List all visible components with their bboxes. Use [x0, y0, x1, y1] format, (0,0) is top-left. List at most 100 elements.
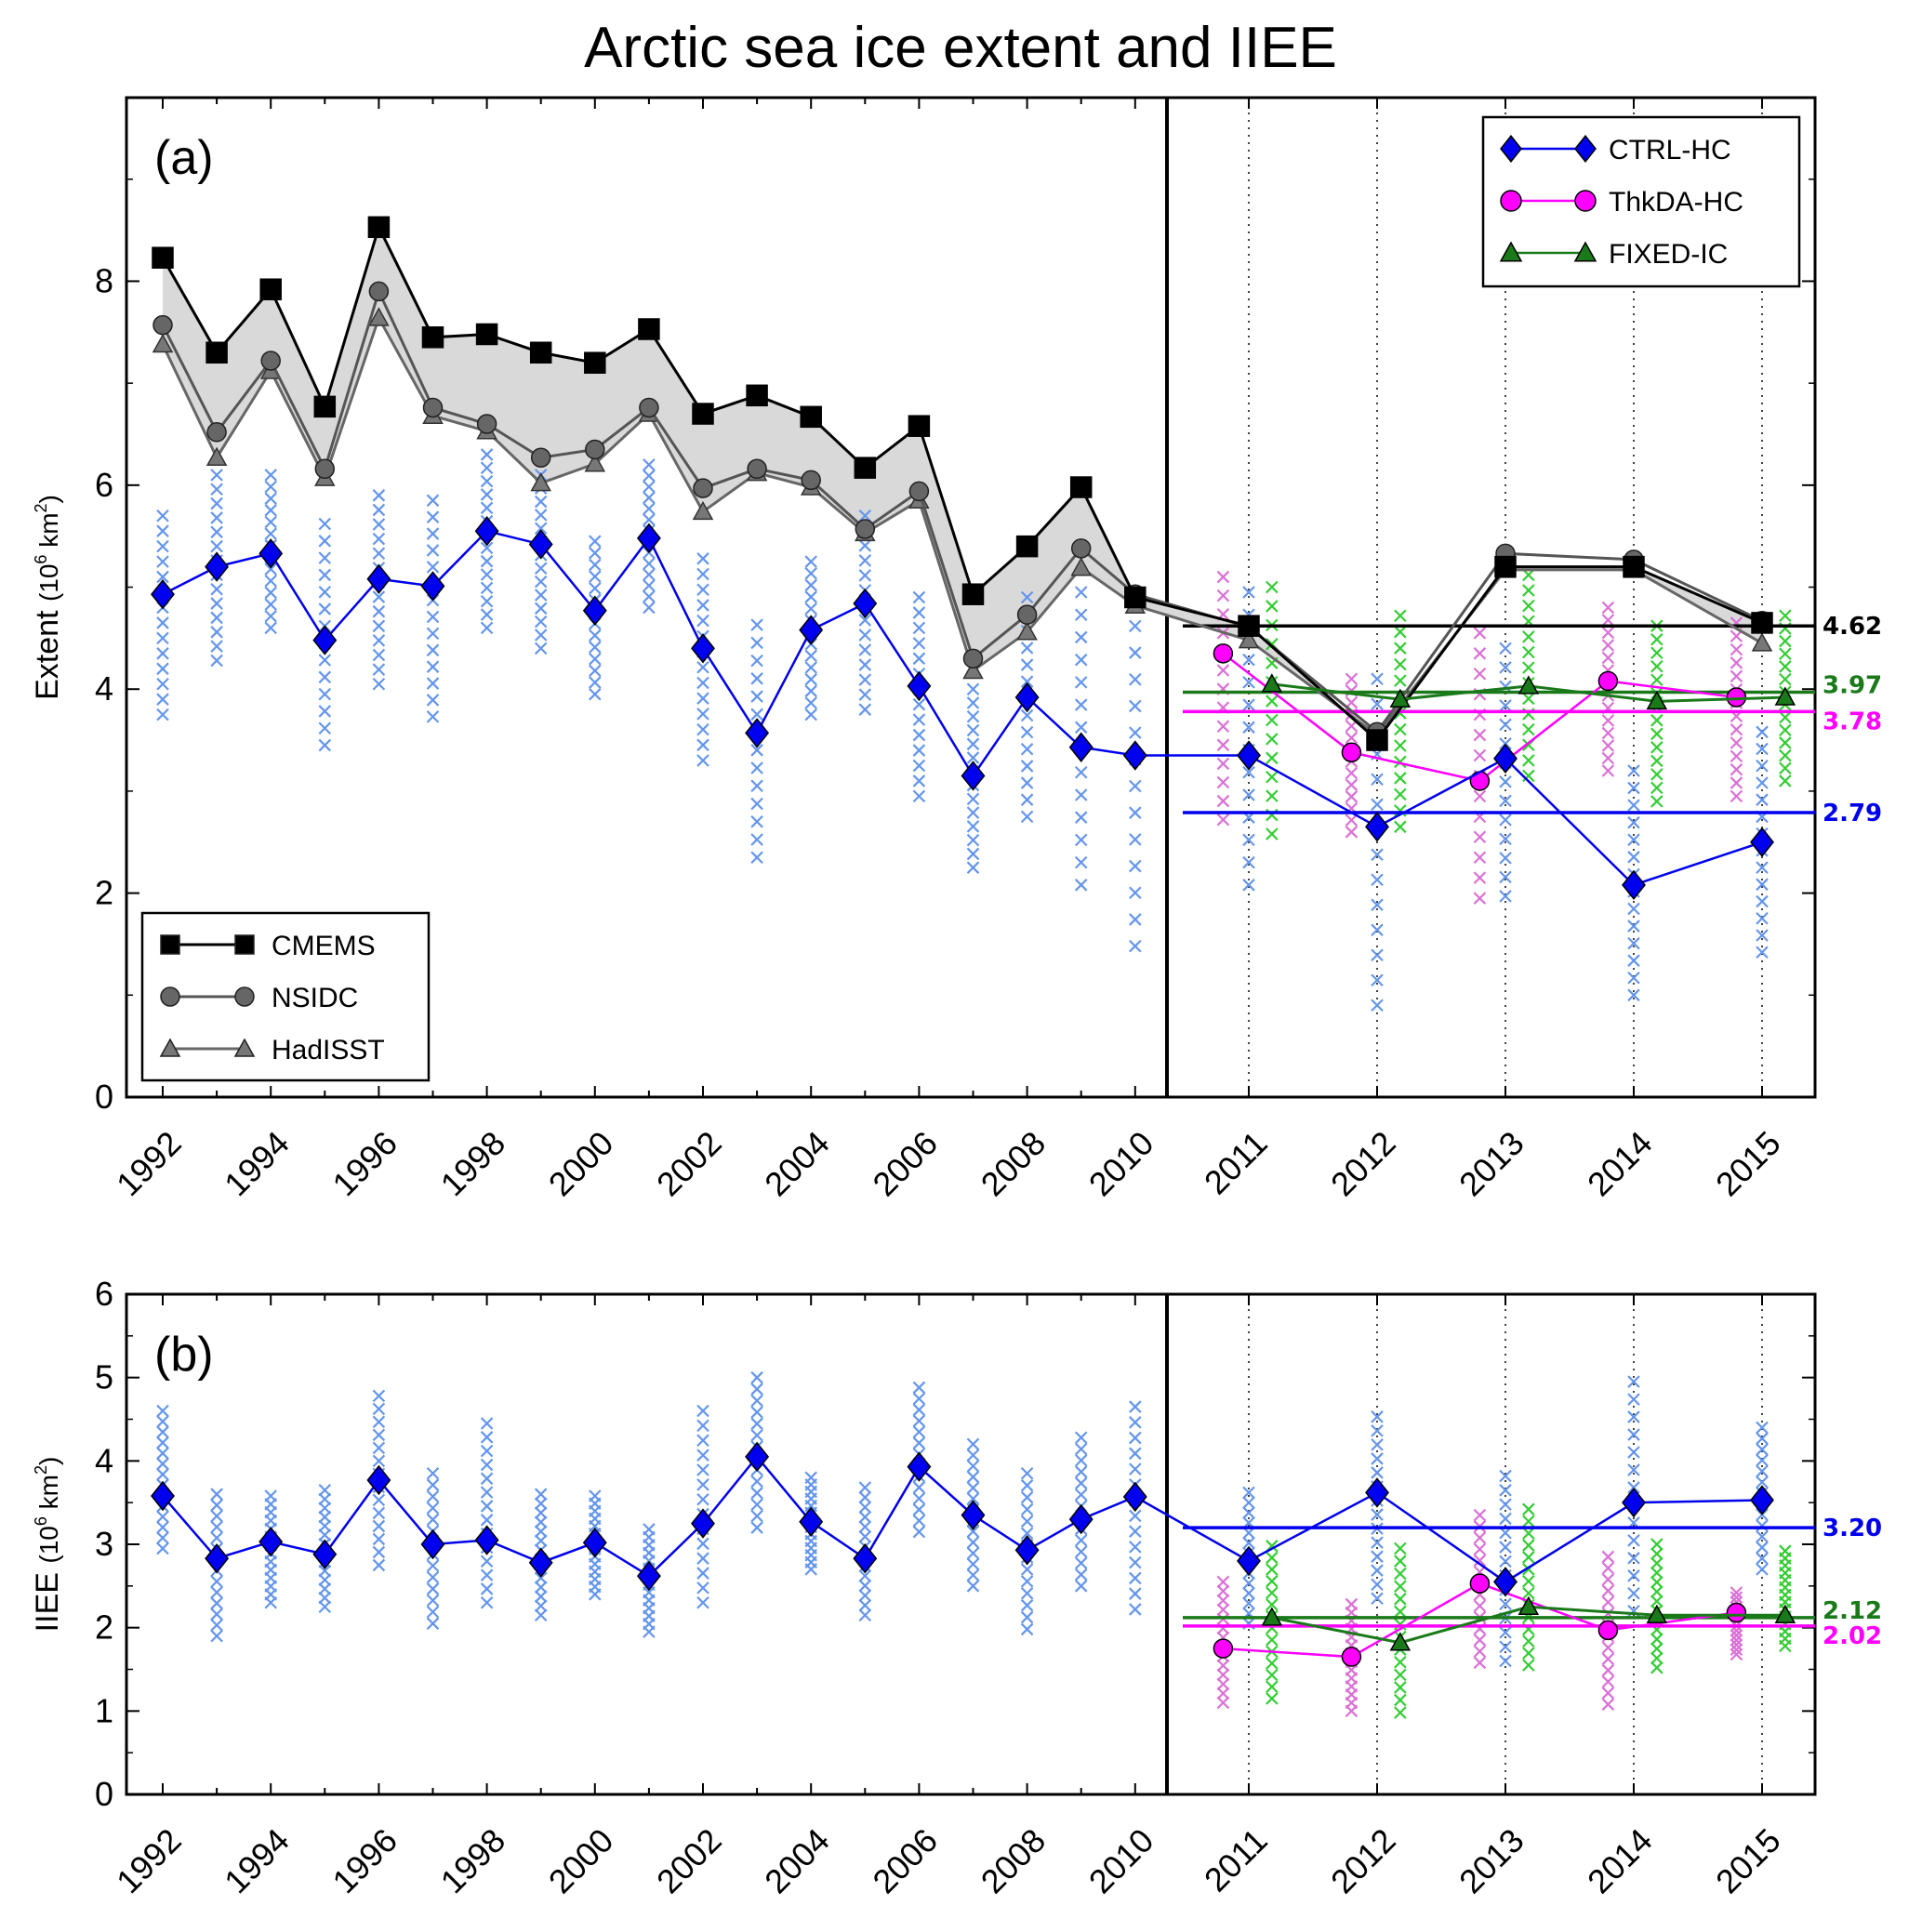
mean-value-label: 2.02 — [1823, 1622, 1882, 1650]
ctrl-ensemble-member — [696, 1567, 709, 1580]
thkda-hc-marker — [1213, 1638, 1234, 1659]
ctrl-hc-marker — [799, 615, 824, 645]
x-tick-label: 2004 — [757, 1821, 837, 1901]
ctrl-hc-marker — [258, 538, 284, 569]
ctrl-ensemble-member — [1499, 718, 1512, 732]
ctrl-ensemble-member — [1242, 1486, 1255, 1500]
fixed-ensemble-member — [1266, 770, 1279, 784]
ctrl-ensemble-member — [1129, 1603, 1142, 1616]
ctrl-ensemble-member — [1371, 1466, 1384, 1479]
x-tick-label: 2008 — [974, 1124, 1054, 1204]
legend-marker — [160, 934, 180, 955]
ctrl-ensemble-member — [264, 598, 277, 611]
ctrl-ensemble-member — [696, 583, 709, 597]
ctrl-ensemble-member — [966, 751, 980, 764]
fixed-ensemble-member — [1394, 1605, 1407, 1619]
ctrl-ensemble-member — [156, 1415, 169, 1428]
fixed-ensemble-member — [1394, 1681, 1407, 1694]
ctrl-ensemble-member — [804, 1471, 817, 1485]
ctrl-ensemble-member — [372, 518, 386, 531]
ctrl-ensemble-member — [643, 568, 656, 581]
ctrl-ensemble-member — [966, 682, 980, 696]
ctrl-ensemble-member — [1371, 672, 1384, 686]
ctrl-ensemble-member — [318, 1492, 332, 1506]
ctrl-ensemble-member — [750, 851, 763, 864]
fixed-ensemble-member — [1522, 754, 1535, 767]
legend-marker — [1573, 241, 1597, 262]
ctrl-ensemble-member — [1627, 902, 1640, 916]
fixed-ensemble-member — [1394, 1706, 1407, 1719]
thkda-ensemble-member — [1730, 1591, 1743, 1604]
ctrl-hc-marker — [205, 551, 230, 582]
cmems-marker — [421, 326, 444, 349]
ctrl-ensemble-member — [1020, 708, 1034, 722]
ctrl-ensemble-member — [858, 1510, 872, 1524]
ctrl-ensemble-member — [912, 759, 926, 773]
ctrl-ensemble-member — [750, 672, 763, 685]
ctrl-ensemble-member — [318, 1528, 332, 1542]
ctrl-ensemble-member — [1242, 1577, 1255, 1590]
ctrl-ensemble-member — [750, 708, 763, 721]
ctrl-ensemble-member — [372, 634, 386, 647]
ctrl-ensemble-member — [1499, 814, 1512, 827]
ctrl-ensemble-member — [1129, 1416, 1142, 1429]
ctrl-ensemble-member — [156, 1531, 169, 1544]
x-tick-label: 2014 — [1580, 1821, 1660, 1901]
thkda-ensemble-member — [1473, 627, 1487, 640]
fixed-ensemble-member — [1266, 1598, 1279, 1611]
fixed-ensemble-member — [1779, 609, 1792, 623]
ctrl-ensemble-member — [1074, 1568, 1088, 1581]
fixed-ensemble-member — [1266, 789, 1279, 802]
ctrl-ensemble-member — [643, 1523, 656, 1536]
ctrl-hc-marker — [420, 1528, 445, 1560]
ctrl-ensemble-member — [966, 1470, 980, 1484]
ctrl-hc-marker — [1237, 740, 1261, 771]
ctrl-ensemble-member — [156, 1404, 169, 1418]
fixed-ensemble-member — [1394, 657, 1407, 671]
fixed-ensemble-member — [1522, 1659, 1535, 1672]
ctrl-ensemble-member — [210, 496, 223, 510]
x-tick-label: 2013 — [1451, 1124, 1531, 1204]
nsidc-marker — [693, 478, 713, 498]
cmems-marker — [367, 216, 391, 239]
thkda-ensemble-member — [1216, 813, 1230, 827]
ctrl-ensemble-member — [1499, 1484, 1512, 1497]
legend-marker — [1574, 190, 1597, 212]
thkda-ensemble-member — [1473, 1599, 1487, 1613]
fixed-ic-marker — [1646, 690, 1668, 710]
fixed-ensemble-member — [1394, 787, 1407, 801]
ctrl-ensemble-member — [1074, 1442, 1088, 1456]
fixed-ensemble-member — [1650, 754, 1664, 768]
cmems-marker — [908, 415, 931, 437]
ctrl-ensemble-member — [1129, 939, 1142, 953]
fixed-ensemble-member — [1394, 804, 1407, 817]
ctrl-ensemble-member — [210, 1608, 223, 1621]
thkda-ensemble-member — [1473, 871, 1487, 884]
thkda-ensemble-member — [1216, 570, 1230, 584]
ctrl-ensemble-member — [480, 1568, 494, 1581]
ctrl-ensemble-member — [426, 694, 440, 707]
ctrl-ensemble-member — [966, 1580, 980, 1593]
x-tick-label: 2011 — [1197, 1821, 1275, 1899]
ctrl-ensemble-member — [372, 1415, 386, 1429]
ctrl-ensemble-member — [156, 539, 169, 553]
fixed-ensemble-member — [1650, 1633, 1664, 1646]
ctrl-ensemble-member — [1371, 898, 1384, 912]
ctrl-ensemble-member — [858, 1520, 872, 1534]
ctrl-ensemble-member — [912, 1381, 926, 1395]
thkda-ensemble-member — [1473, 1508, 1487, 1522]
thkda-ensemble-member — [1601, 651, 1615, 665]
ctrl-ensemble-member — [1756, 1475, 1769, 1489]
thkda-ensemble-member — [1216, 1594, 1230, 1608]
legend-marker — [1500, 135, 1522, 163]
y-tick-label: 4 — [95, 1441, 113, 1479]
ctrl-ensemble-member — [912, 1491, 926, 1505]
thkda-ensemble-member — [1730, 656, 1743, 669]
thkda-ensemble-member — [1473, 851, 1487, 864]
ctrl-ensemble-member — [912, 789, 926, 803]
ctrl-ensemble-member — [1242, 1596, 1255, 1610]
ctrl-hc-marker — [420, 571, 445, 602]
ctrl-ensemble-member — [1756, 793, 1769, 806]
ctrl-ensemble-member — [750, 797, 763, 811]
fixed-ensemble-member — [1522, 1502, 1535, 1516]
